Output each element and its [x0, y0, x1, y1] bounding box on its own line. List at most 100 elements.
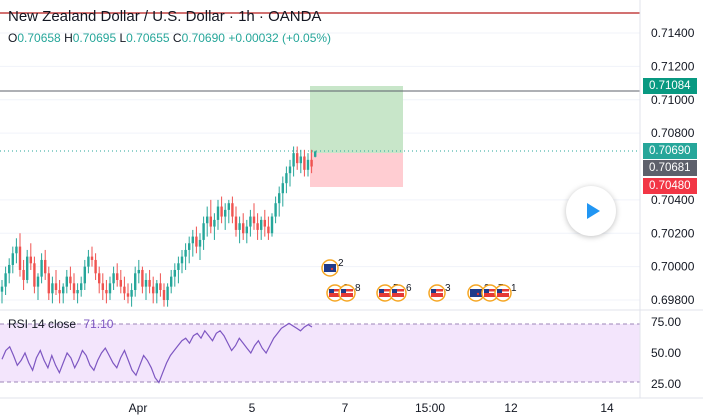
rsi-params: 14 close — [31, 317, 77, 331]
nz-flag — [324, 264, 336, 272]
candle-body — [206, 216, 209, 224]
candle-body — [90, 256, 94, 260]
close-value: 0.70690 — [181, 31, 225, 45]
close-key: C — [172, 31, 182, 45]
current-price-badge: 0.70690 — [643, 143, 697, 159]
us-flag-canton — [431, 289, 436, 293]
rsi-axis[interactable]: 75.00 50.00 25.00 — [651, 315, 681, 391]
event-count: 8 — [355, 283, 361, 294]
price-tick-label: 0.71000 — [651, 93, 695, 107]
candle-body — [260, 219, 263, 230]
us-flag-canton — [379, 289, 384, 293]
event-marker[interactable]: 1 — [494, 283, 517, 302]
time-tick-label: 14 — [600, 401, 614, 415]
us-flag-stripe — [329, 291, 341, 293]
us-flag-stripe — [392, 291, 404, 293]
nz-flag — [470, 289, 482, 297]
candle-body — [134, 273, 137, 290]
candle-body — [36, 276, 40, 287]
time-axis[interactable]: Apr 5 7 15:00 12 14 — [129, 401, 614, 415]
candle-body — [98, 273, 101, 284]
time-tick-label: 15:00 — [415, 401, 445, 415]
candle-body — [267, 226, 270, 234]
candle-body — [159, 283, 162, 290]
us-flag-stripe — [341, 291, 353, 293]
event-marker[interactable]: 2 — [321, 258, 344, 277]
candle-body — [238, 223, 241, 230]
candle-body — [22, 269, 25, 280]
price-tick-label: 0.70200 — [651, 226, 695, 240]
stop-price-badge: 0.70480 — [643, 178, 697, 194]
time-tick-label: 7 — [342, 401, 349, 415]
stop-loss-zone[interactable] — [310, 153, 403, 187]
rsi-band — [0, 324, 640, 382]
candle-body — [152, 286, 155, 294]
candle-body — [62, 286, 65, 294]
candle-body — [209, 216, 212, 227]
take-profit-zone[interactable] — [310, 86, 403, 153]
candle-body — [54, 283, 58, 290]
candle-body — [191, 236, 194, 244]
price-tick-label: 0.70000 — [651, 260, 695, 274]
event-marker[interactable]: 3 — [428, 283, 451, 302]
play-icon — [587, 203, 600, 219]
price-tick-label: 0.71200 — [651, 59, 695, 73]
price-axis[interactable]: 0.71400 0.71200 0.71000 0.70800 0.70400 0.702… — [651, 26, 695, 307]
candle-body — [245, 226, 248, 234]
play-replay-button[interactable] — [566, 186, 616, 236]
us-flag-canton — [341, 289, 346, 293]
candle-body — [306, 159, 310, 170]
low-value: 0.70655 — [126, 31, 170, 45]
candle-body — [72, 283, 76, 294]
rsi-value: 71.10 — [83, 317, 114, 331]
candle-body — [281, 183, 284, 194]
candle-body — [11, 253, 14, 265]
candle-body — [270, 216, 274, 234]
candle-body — [170, 276, 173, 287]
nz-flag-star — [330, 267, 334, 271]
candles — [0, 146, 317, 307]
candle-body — [256, 223, 259, 230]
symbol-title[interactable]: New Zealand Dollar / U.S. Dollar · 1h · … — [8, 8, 322, 25]
rsi-label: RSI — [8, 317, 29, 331]
candle-body — [116, 273, 119, 280]
candle-body — [83, 266, 86, 284]
event-marker[interactable]: 6 — [389, 283, 412, 302]
candle-body — [130, 289, 133, 297]
candle-body — [213, 219, 216, 227]
candle-body — [87, 256, 90, 267]
candle-body — [177, 263, 180, 270]
candle-body — [314, 151, 317, 157]
candle-body — [166, 286, 169, 300]
candle-body — [252, 216, 256, 224]
economic-events[interactable]: 228563271 — [321, 258, 517, 302]
candle-body — [29, 256, 32, 264]
us-flag-canton — [392, 289, 397, 293]
candle-body — [155, 283, 158, 294]
high-value: 0.70695 — [72, 31, 117, 45]
candle-body — [249, 216, 252, 227]
price-tick-label: 0.71400 — [651, 26, 695, 40]
candle-body — [292, 153, 295, 167]
candle-body — [51, 283, 54, 294]
event-count: 2 — [338, 258, 344, 269]
nz-flag-star — [476, 292, 480, 296]
candle-body — [47, 273, 50, 294]
candle-body — [220, 206, 223, 217]
candle-body — [148, 279, 151, 287]
candle-body — [285, 173, 288, 184]
candle-body — [227, 203, 230, 210]
us-flag-stripe — [431, 291, 443, 293]
candle-body — [26, 256, 29, 280]
candle-body — [65, 276, 68, 287]
event-count: 3 — [445, 283, 451, 294]
event-marker[interactable]: 8 — [338, 283, 361, 302]
rsi-legend[interactable]: RSI 14 close 71.10 — [8, 317, 113, 331]
candle-body — [216, 206, 220, 220]
candle-body — [144, 279, 148, 287]
candle-body — [173, 269, 176, 277]
candle-body — [33, 263, 36, 287]
high-key: H — [64, 31, 73, 45]
low-key: L — [119, 31, 127, 45]
candle-body — [76, 289, 79, 294]
